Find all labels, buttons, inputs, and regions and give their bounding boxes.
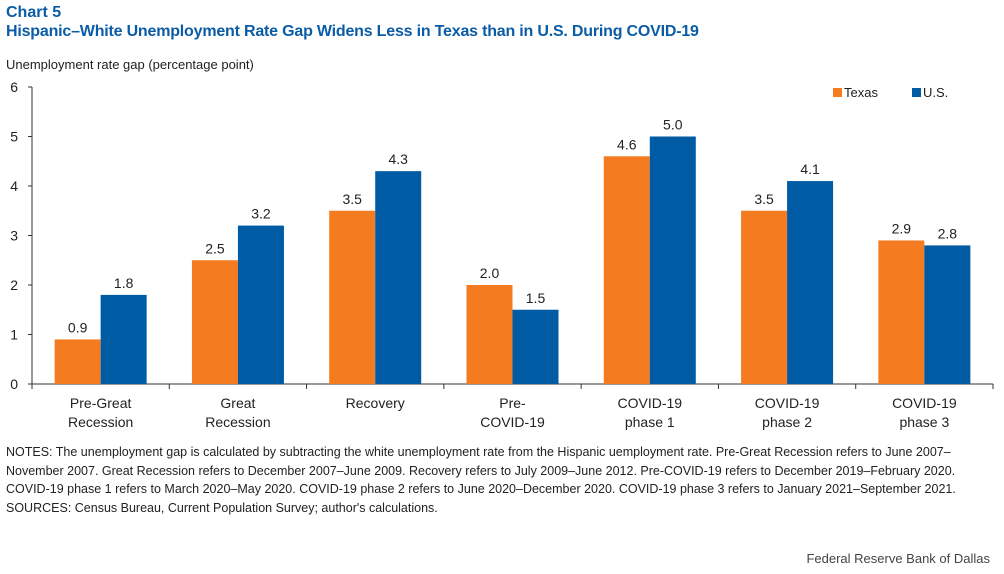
data-label: 2.9 <box>892 220 912 236</box>
data-label: 1.8 <box>114 275 134 291</box>
x-tick-label: COVID-19 <box>480 414 545 430</box>
x-tick-label: Pre-Great <box>70 395 132 411</box>
bar-texas <box>329 210 376 384</box>
bar-texas <box>878 240 925 384</box>
bar-us <box>787 181 834 384</box>
x-tick-label: phase 2 <box>762 414 812 430</box>
x-tick-label: Great <box>220 395 255 411</box>
data-label: 2.0 <box>480 265 500 281</box>
bar-texas <box>603 156 650 384</box>
x-tick-label: COVID-19 <box>892 395 957 411</box>
data-label: 5.0 <box>663 117 683 133</box>
x-tick-label: Recovery <box>346 395 405 411</box>
bar-us <box>924 245 971 384</box>
y-tick-label: 3 <box>10 228 18 244</box>
bar-texas <box>54 339 101 384</box>
bar-chart: 0 1 2 3 4 5 6 0.9 2.5 3.5 2.0 4.6 3.5 2.9 1.8 3.2 4.3 1.5… <box>10 79 994 430</box>
bar-us <box>375 171 422 384</box>
y-tick-label: 1 <box>10 327 18 343</box>
legend-swatch <box>912 88 921 97</box>
x-tick-label: Recession <box>205 414 270 430</box>
bar-us <box>512 309 559 384</box>
data-label: 0.9 <box>68 319 88 335</box>
bar-us <box>649 136 696 384</box>
y-tick-label: 4 <box>10 178 18 194</box>
y-tick-label: 5 <box>10 129 18 145</box>
data-label: 3.5 <box>342 191 362 207</box>
data-label: 3.2 <box>251 206 271 222</box>
data-label: 4.1 <box>800 161 820 177</box>
y-axis-label: Unemployment rate gap (percentage point) <box>6 57 254 72</box>
x-tick-label: phase 3 <box>899 414 949 430</box>
bar-us <box>237 225 284 384</box>
data-label: 4.6 <box>617 136 637 152</box>
y-tick-label: 0 <box>10 376 18 392</box>
x-tick-label: COVID-19 <box>755 395 820 411</box>
chart-number: Chart 5 <box>6 4 62 21</box>
notes-text: NOTES: The unemployment gap is calculate… <box>6 445 956 497</box>
bar-texas <box>191 260 238 384</box>
y-tick-label: 2 <box>10 277 18 293</box>
sources-text: SOURCES: Census Bureau, Current Populati… <box>6 501 438 516</box>
chart-title: Hispanic–White Unemployment Rate Gap Wid… <box>6 23 699 40</box>
data-label: 2.8 <box>938 225 958 241</box>
x-tick-label: phase 1 <box>625 414 675 430</box>
data-label: 1.5 <box>526 290 546 306</box>
bar-texas <box>741 210 788 384</box>
legend-swatch <box>833 88 842 97</box>
x-tick-label: Pre- <box>499 395 526 411</box>
bar-texas <box>466 285 513 384</box>
notes-section: NOTES: The unemployment gap is calculate… <box>6 443 996 518</box>
legend-label: Texas <box>844 85 878 100</box>
footer-credit: Federal Reserve Bank of Dallas <box>806 551 990 566</box>
data-label: 3.5 <box>754 191 774 207</box>
x-tick-label: COVID-19 <box>617 395 682 411</box>
x-tick-label: Recession <box>68 414 133 430</box>
data-label: 4.3 <box>388 151 408 167</box>
bar-us <box>100 294 147 384</box>
data-label: 2.5 <box>205 240 225 256</box>
legend-label: U.S. <box>923 85 948 100</box>
y-tick-label: 6 <box>10 79 18 95</box>
